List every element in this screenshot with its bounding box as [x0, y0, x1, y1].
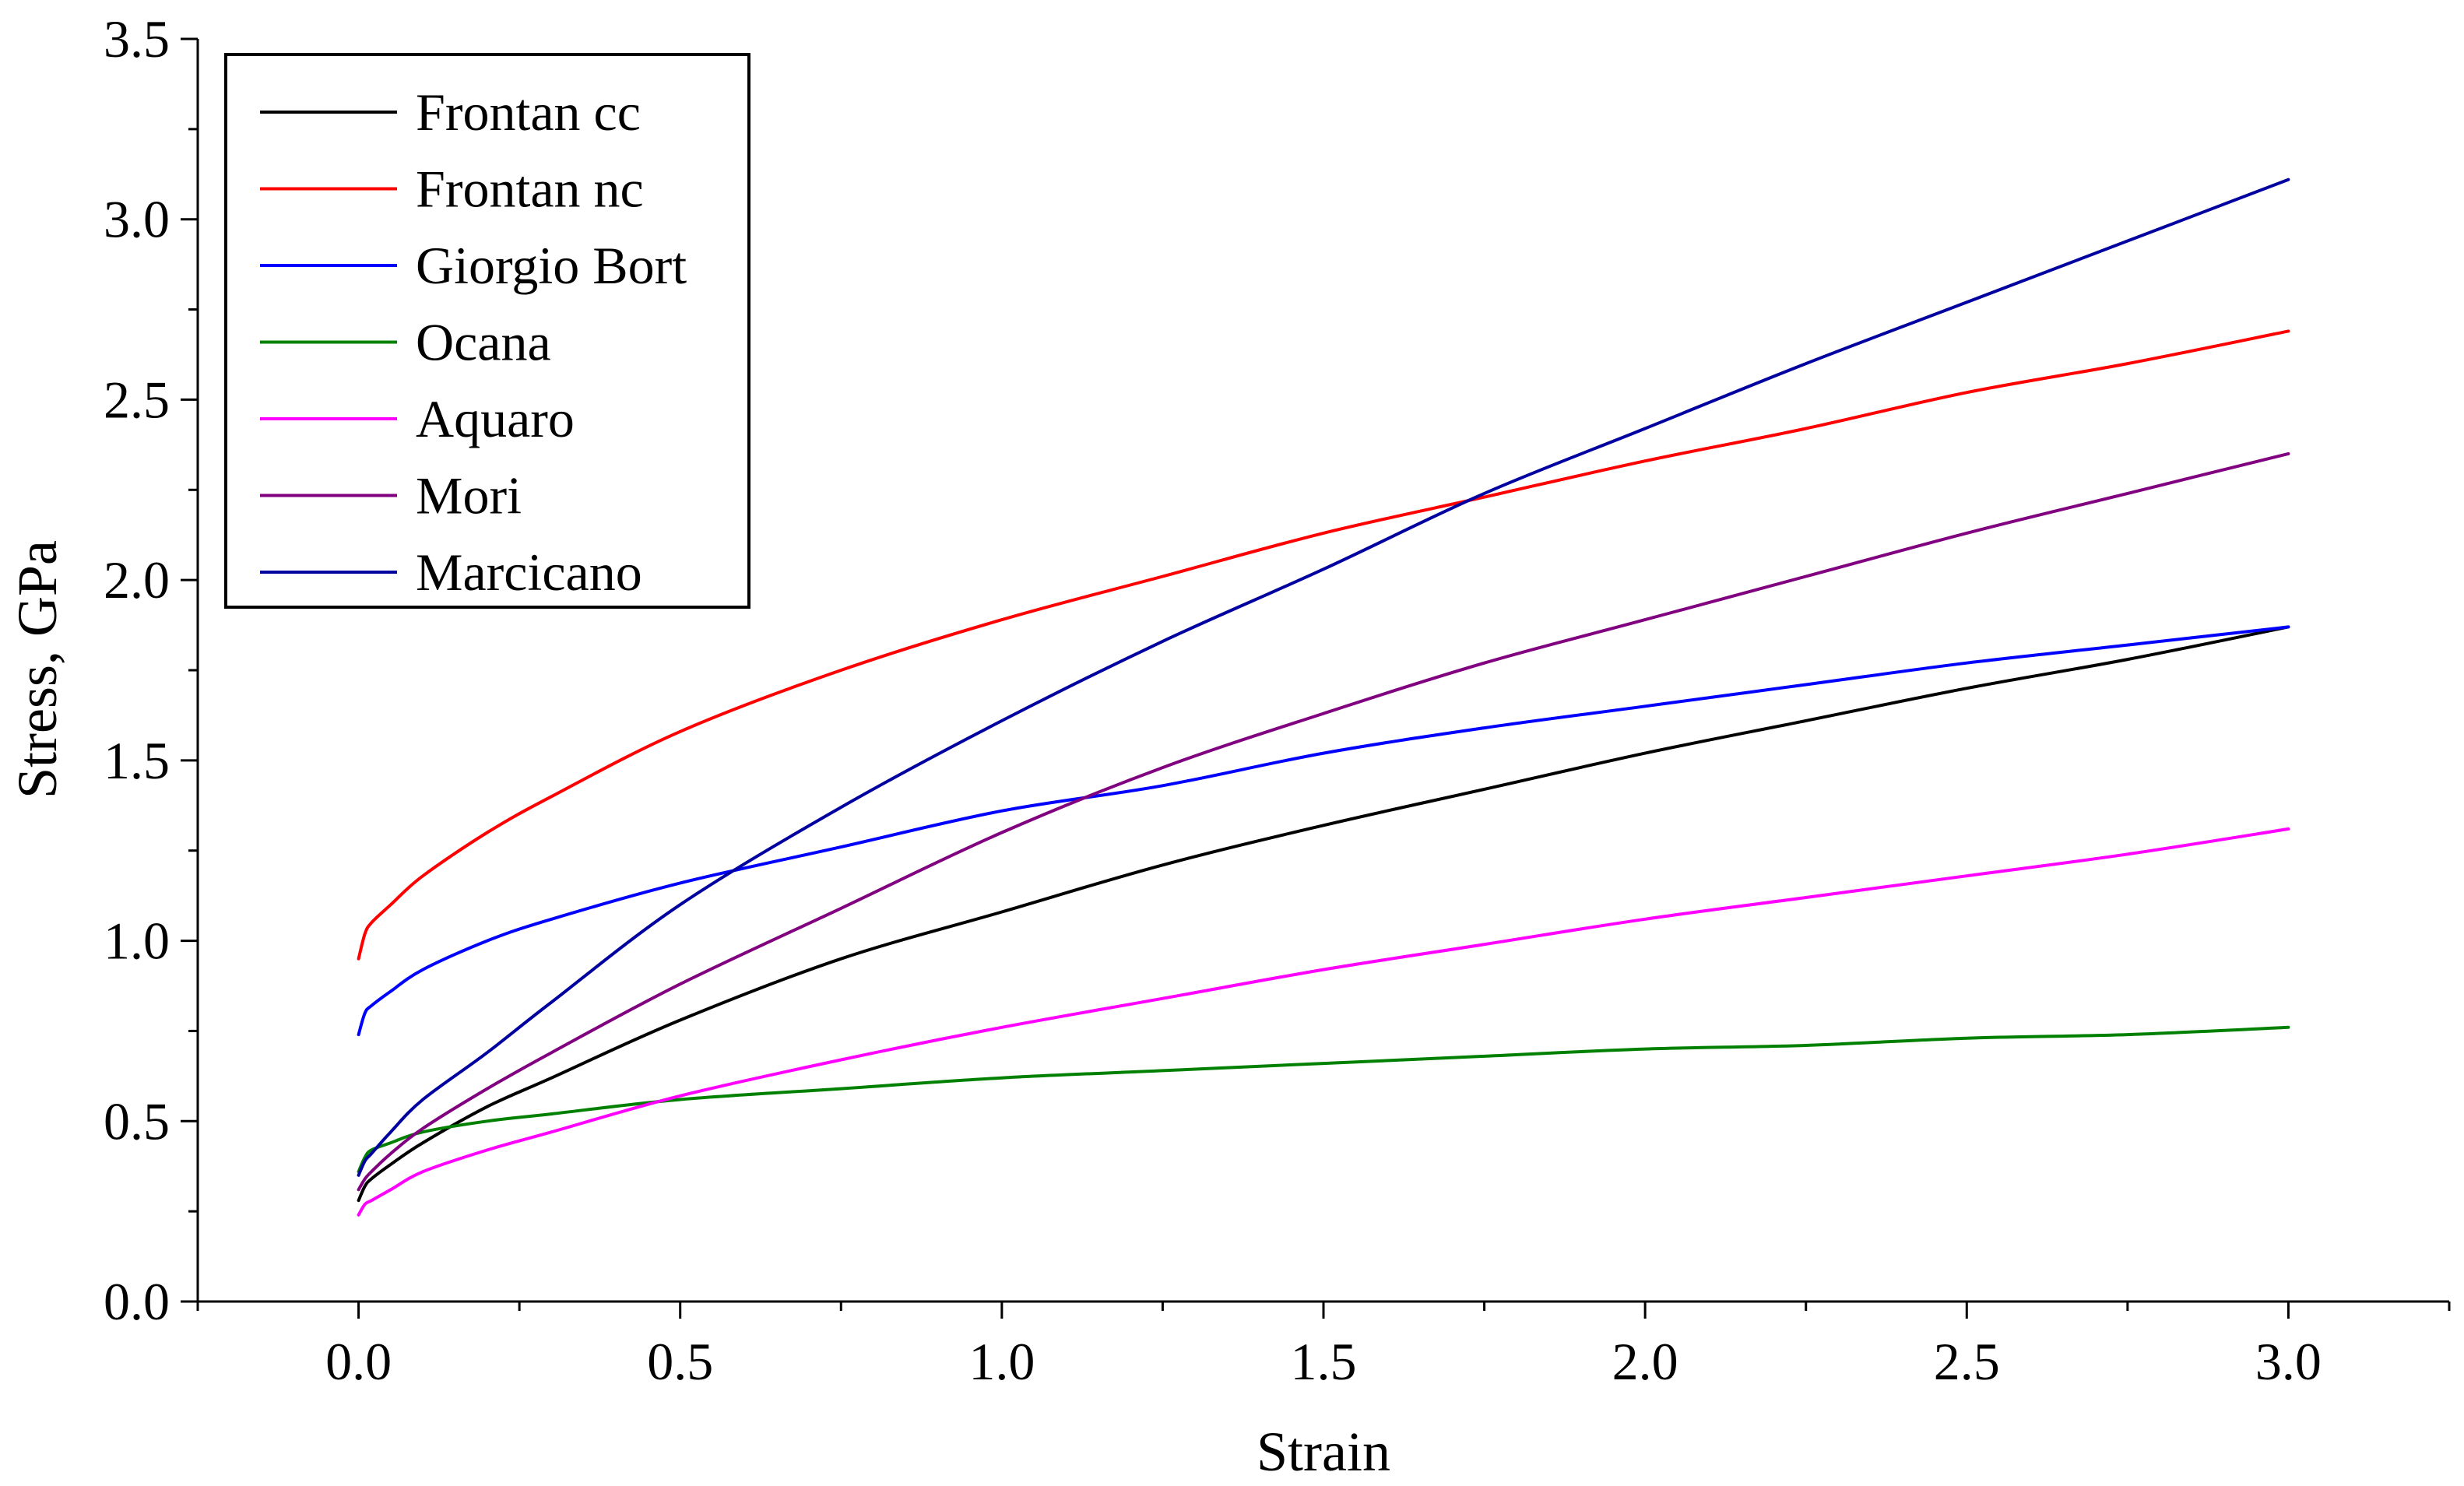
legend-label-frontan-nc: Frontan nc — [416, 160, 644, 219]
series-line-mori — [357, 451, 2290, 1192]
legend-label-giorgio-bort: Giorgio Bort — [416, 236, 687, 295]
legend-label-mori: Mori — [416, 466, 522, 525]
tick-marks: 0.0 0.5 1.0 1.5 2.0 2.5 3.0 3.5 0.0 0.5 1.0 1.5 2.0 2… — [104, 9, 2451, 1391]
legend-label-frontan-cc: Frontan cc — [416, 83, 641, 142]
series-line-marcicano — [357, 177, 2290, 1177]
y-tick-label: 2.0 — [104, 550, 170, 610]
y-tick-label: 3.0 — [104, 190, 170, 249]
x-tick-label: 0.5 — [647, 1332, 713, 1391]
series-line-aquaro — [357, 827, 2290, 1217]
y-tick-label: 0.0 — [104, 1272, 170, 1331]
legend-label-marcicano: Marcicano — [416, 543, 642, 602]
legend-label-aquaro: Aquaro — [416, 389, 575, 448]
x-tick-label: 2.0 — [1612, 1332, 1678, 1391]
y-tick-label: 2.5 — [104, 370, 170, 429]
legend: Frontan cc Frontan nc Giorgio Bort Ocana Aqu… — [224, 53, 750, 609]
y-tick-label: 1.5 — [104, 731, 170, 790]
series-line-frontan-cc — [357, 625, 2290, 1203]
x-tick-label: 1.0 — [968, 1332, 1035, 1391]
y-tick-label: 3.5 — [104, 9, 170, 69]
y-tick-label: 1.0 — [104, 912, 170, 971]
x-tick-label: 2.5 — [1934, 1332, 2000, 1391]
legend-entries: Frontan cc Frontan nc Giorgio Bort Ocana Aqu… — [260, 83, 687, 602]
y-axis-title: Stress, GPa — [6, 540, 69, 799]
legend-box — [224, 53, 750, 609]
x-axis-title: Strain — [1257, 1421, 1390, 1483]
x-tick-label: 1.5 — [1291, 1332, 1357, 1391]
series-line-frontan-nc — [357, 329, 2290, 961]
series-line-ocana — [357, 1025, 2290, 1174]
y-tick-label: 0.5 — [104, 1091, 170, 1151]
x-tick-label: 0.0 — [325, 1332, 392, 1391]
x-tick-label: 3.0 — [2255, 1332, 2322, 1391]
legend-label-ocana: Ocana — [416, 313, 551, 372]
series-lines — [357, 177, 2290, 1217]
series-line-giorgio-bort — [357, 625, 2290, 1037]
